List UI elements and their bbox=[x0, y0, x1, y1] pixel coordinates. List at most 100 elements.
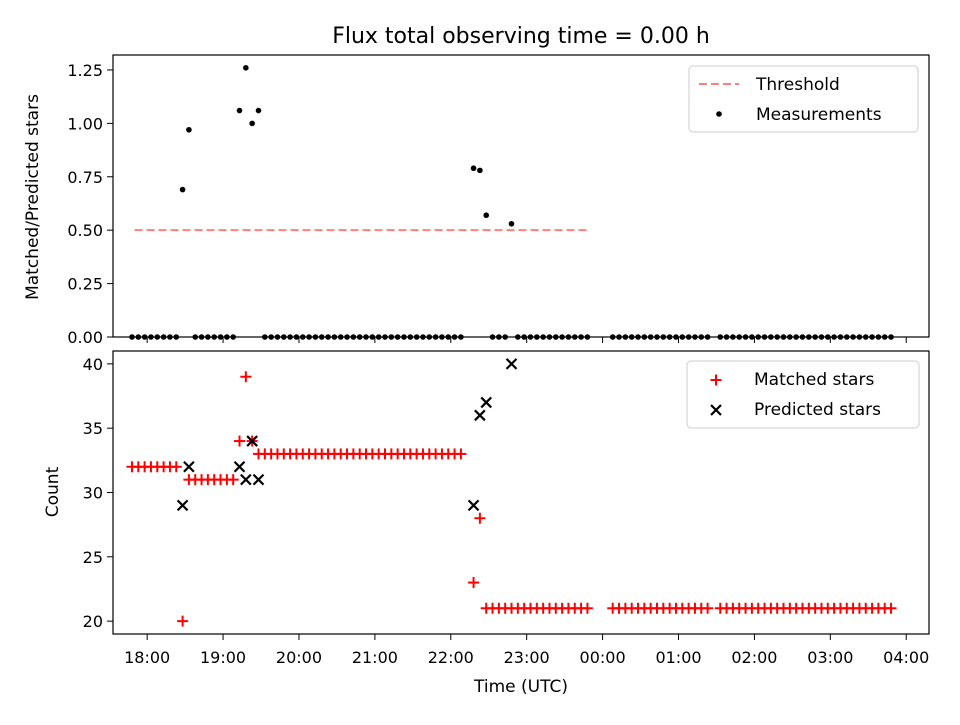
measurement-point bbox=[154, 334, 161, 340]
measurement-point bbox=[824, 334, 831, 340]
top-y-tick-label: 1.25 bbox=[67, 61, 103, 80]
measurement-point bbox=[211, 334, 218, 340]
top-y-tick-label: 0.00 bbox=[67, 328, 103, 347]
measurement-point bbox=[217, 334, 224, 340]
measurement-point bbox=[451, 334, 458, 340]
measurement-point bbox=[818, 334, 825, 340]
predicted-star-point bbox=[246, 435, 258, 447]
measurement-point bbox=[875, 334, 882, 340]
bottom-y-tick-label: 35 bbox=[83, 419, 103, 438]
measurement-point bbox=[881, 334, 888, 340]
bottom-legend: Matched stars Predicted stars bbox=[686, 360, 920, 429]
measurement-point bbox=[141, 334, 148, 340]
measurement-point bbox=[521, 334, 527, 340]
bottom-y-axis-label: Count bbox=[43, 466, 63, 517]
measurement-point bbox=[578, 334, 584, 340]
measurement-point bbox=[692, 334, 698, 340]
chart-title: Flux total observing time = 0.00 h bbox=[332, 24, 710, 49]
measurement-point bbox=[293, 334, 300, 340]
measurement-point bbox=[806, 334, 812, 340]
measurement-point bbox=[483, 212, 490, 219]
measurement-point bbox=[761, 334, 768, 340]
measurement-point bbox=[755, 334, 762, 340]
matched-star-point bbox=[702, 602, 714, 614]
measurement-point bbox=[616, 334, 622, 340]
measurement-point bbox=[198, 334, 205, 340]
top-y-axis-label: Matched/Predicted stars bbox=[23, 94, 43, 300]
measurement-point bbox=[262, 334, 268, 340]
measurement-point bbox=[635, 334, 641, 340]
measurement-point bbox=[280, 334, 287, 340]
measurement-point bbox=[236, 107, 243, 114]
measurement-point bbox=[704, 334, 711, 340]
measurement-point bbox=[799, 334, 806, 340]
matched-star-point bbox=[177, 615, 189, 627]
measurement-point bbox=[420, 334, 426, 340]
predicted-star-point bbox=[176, 499, 189, 512]
matched-star-point bbox=[474, 512, 486, 524]
matched-star-point bbox=[227, 474, 239, 486]
top-legend: Threshold Measurements bbox=[688, 65, 919, 133]
measurement-point bbox=[628, 334, 635, 340]
measurement-point bbox=[698, 334, 705, 340]
measurement-point bbox=[287, 334, 293, 340]
matched-star-point bbox=[240, 371, 252, 383]
measurement-point bbox=[527, 334, 534, 340]
measurement-point bbox=[160, 334, 167, 340]
measurement-point bbox=[439, 334, 445, 340]
measurement-point bbox=[445, 334, 452, 340]
measurement-point bbox=[401, 334, 407, 340]
top-y-tick-label: 0.50 bbox=[67, 221, 103, 240]
measurement-point bbox=[666, 334, 673, 340]
measurement-point bbox=[394, 334, 401, 340]
measurement-point bbox=[609, 334, 616, 340]
measurement-point bbox=[736, 334, 743, 340]
measurement-point bbox=[477, 167, 483, 174]
measurement-point bbox=[654, 334, 660, 340]
measurement-point bbox=[255, 107, 262, 114]
matched-star-point bbox=[455, 448, 467, 460]
measurement-point bbox=[179, 186, 186, 193]
measurement-point bbox=[780, 334, 787, 340]
bottom-x-tick-label: 22:00 bbox=[428, 648, 474, 667]
predicted-star-point bbox=[467, 499, 480, 512]
x-axis-label: Time (UTC) bbox=[473, 677, 568, 697]
measurement-point bbox=[224, 334, 230, 340]
measurement-point bbox=[325, 334, 331, 340]
measurement-point bbox=[774, 334, 780, 340]
matched-legend-label: Matched stars bbox=[754, 370, 874, 390]
bottom-x-tick-label: 01:00 bbox=[655, 648, 701, 667]
predicted-legend-label: Predicted stars bbox=[754, 400, 881, 420]
measurement-point bbox=[837, 334, 844, 340]
bottom-x-tick-label: 21:00 bbox=[352, 648, 398, 667]
measurement-point bbox=[382, 334, 388, 340]
predicted-star-point bbox=[240, 473, 252, 486]
measurement-point bbox=[831, 334, 837, 340]
top-legend-box bbox=[688, 65, 919, 133]
measurement-point bbox=[274, 334, 281, 340]
measurement-point bbox=[843, 334, 850, 340]
measurement-point bbox=[407, 334, 414, 340]
measurement-point bbox=[337, 334, 344, 340]
measurement-point bbox=[192, 334, 199, 340]
measurement-point bbox=[584, 334, 591, 340]
bottom-y-tick-label: 30 bbox=[83, 484, 103, 503]
measurement-point bbox=[502, 334, 508, 340]
matched-star-point bbox=[581, 602, 593, 614]
bottom-x-tick-label: 00:00 bbox=[580, 648, 626, 667]
bottom-x-tick-label: 20:00 bbox=[276, 648, 322, 667]
top-y-tick-label: 0.75 bbox=[67, 168, 103, 187]
measurement-point bbox=[787, 334, 793, 340]
measurement-point bbox=[641, 334, 648, 340]
measurement-point bbox=[299, 334, 306, 340]
measurement-point bbox=[356, 334, 363, 340]
measurement-point bbox=[647, 334, 654, 340]
measurement-point bbox=[850, 334, 856, 340]
measurement-point bbox=[730, 334, 736, 340]
top-y-tick-label: 1.00 bbox=[67, 114, 103, 133]
bottom-x-tick-label: 18:00 bbox=[124, 648, 170, 667]
bottom-y-tick-label: 25 bbox=[83, 548, 103, 567]
measurement-point bbox=[546, 334, 553, 340]
measurement-point bbox=[268, 334, 274, 340]
